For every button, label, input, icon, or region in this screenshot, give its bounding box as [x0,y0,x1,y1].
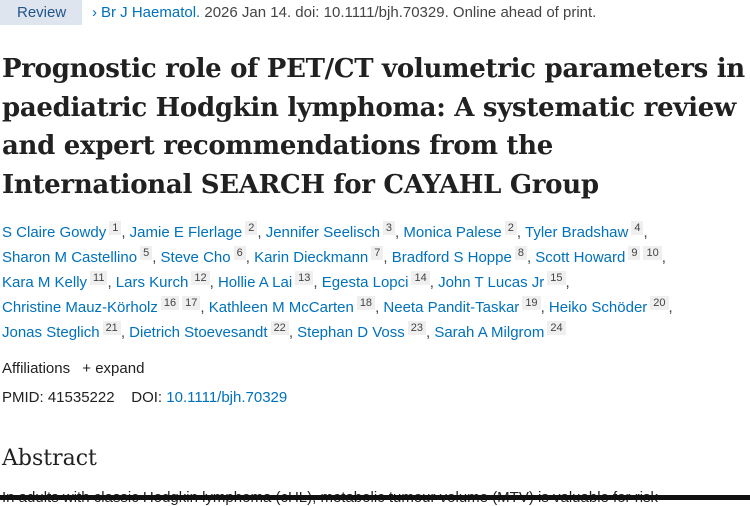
affiliation-ref[interactable]: 3 [382,221,396,235]
pmid-label: PMID: [2,389,44,406]
author-link[interactable]: John T Lucas Jr [438,274,545,291]
author-link[interactable]: Steve Cho [160,249,231,266]
separator: , [209,274,218,291]
author-link[interactable]: Stephan D Voss [297,324,405,341]
citation: › Br J Haematol. 2026 Jan 14. doi: 10.111… [92,4,596,21]
affiliation-ref[interactable]: 7 [371,246,384,260]
article-title: Prognostic role of PET/CT volumetric par… [2,54,745,200]
author-link[interactable]: Jamie E Flerlage [129,224,243,241]
author-link[interactable]: Scott Howard [535,249,626,266]
affiliation-ref[interactable]: 2 [245,221,258,235]
separator: , [257,224,266,241]
author-link[interactable]: Kathleen M McCarten [208,299,354,316]
affiliation-ref[interactable]: 4 [631,221,644,235]
affiliations-row: Affiliations + expand [2,360,144,377]
expand-affiliations-button[interactable]: + expand [82,360,144,377]
author-line: S Claire Gowdy 1, Jamie E Flerlage 2, Jenn… [2,220,673,245]
affiliation-ref[interactable]: 2 [504,221,517,235]
abstract-heading: Abstract [2,446,97,471]
author-line: Christine Mauz-Körholz 16 17, Kathleen M M… [2,295,673,320]
affiliation-ref[interactable]: 14 [411,271,430,285]
affiliation-ref[interactable]: 22 [270,321,289,335]
author-link[interactable]: Heiko Schöder [548,299,648,316]
separator: , [107,274,116,291]
author-link[interactable]: Monica Palese [403,224,502,241]
separator: , [540,299,549,316]
separator: , [565,274,570,291]
review-badge: Review [0,0,82,25]
plus-icon: + [82,360,92,377]
header-row: Review › Br J Haematol. 2026 Jan 14. doi:… [0,0,596,25]
separator: , [425,324,435,341]
affiliation-ref[interactable]: 6 [233,246,246,260]
separator: , [526,249,536,266]
separator: , [375,299,384,316]
affiliation-ref[interactable]: 16 [160,296,180,310]
bottom-bar [0,495,750,500]
affiliations-label: Affiliations [2,360,71,377]
affiliation-ref[interactable]: 10 [643,246,662,260]
author-line: Kara M Kelly 11, Lars Kurch 12, Hollie A L… [2,270,673,295]
author-link[interactable]: Sharon M Castellino [2,249,138,266]
separator: , [668,299,673,316]
separator: , [288,324,298,341]
affiliation-ref[interactable]: 15 [547,271,566,285]
author-link[interactable]: Jennifer Seelisch [265,224,380,241]
separator: , [516,224,525,241]
affiliation-ref[interactable]: 8 [514,246,527,260]
author-link[interactable]: Karin Dieckmann [254,249,369,266]
author-link[interactable]: Jonas Steglich [2,324,100,341]
author-link[interactable]: S Claire Gowdy [2,224,107,241]
pmid-value: 41535222 [47,389,115,406]
separator: , [152,249,161,266]
affiliation-ref[interactable]: 5 [140,246,153,260]
author-link[interactable]: Christine Mauz-Körholz [2,299,158,316]
affiliation-ref[interactable]: 19 [522,296,541,310]
author-link[interactable]: Egesta Lopci [321,274,409,291]
affiliation-ref[interactable]: 17 [182,296,201,310]
separator: , [383,249,392,266]
journal-link[interactable]: Br J Haematol. [101,4,201,21]
affiliation-ref[interactable]: 13 [295,271,314,285]
expand-label: expand [95,360,145,377]
separator: , [661,249,666,266]
author-link[interactable]: Tyler Bradshaw [524,224,629,241]
separator: , [200,299,209,316]
citation-details: 2026 Jan 14. doi: 10.1111/bjh.70329. Onl… [200,4,597,21]
affiliation-ref[interactable]: 23 [407,321,426,335]
affiliation-ref[interactable]: 11 [90,271,108,285]
identifiers: PMID: 41535222 DOI: 10.1111/bjh.70329 [2,389,287,406]
affiliation-ref[interactable]: 20 [650,296,669,310]
separator: , [120,324,130,341]
affiliation-ref[interactable]: 1 [109,221,122,235]
separator: , [313,274,322,291]
separator: , [245,249,255,266]
author-line: Sharon M Castellino 5, Steve Cho 6, Karin … [2,245,673,270]
author-link[interactable]: Neeta Pandit-Taskar [383,299,520,316]
chevron-right-icon[interactable]: › [92,4,97,21]
doi-label: DOI: [131,389,163,406]
separator: , [643,224,648,241]
author-link[interactable]: Dietrich Stoevesandt [129,324,268,341]
separator: , [395,224,404,241]
affiliation-ref[interactable]: 24 [547,321,566,335]
affiliation-ref[interactable]: 21 [102,321,121,335]
separator: , [429,274,439,291]
affiliation-ref[interactable]: 18 [356,296,376,310]
author-link[interactable]: Bradford S Hoppe [391,249,512,266]
affiliation-ref[interactable]: 9 [628,246,641,260]
doi-link[interactable]: 10.1111/bjh.70329 [166,389,288,406]
separator: , [121,224,130,241]
author-link[interactable]: Lars Kurch [115,274,189,291]
author-line: Jonas Steglich 21, Dietrich Stoevesandt 22… [2,320,673,345]
author-link[interactable]: Hollie A Lai [217,274,293,291]
author-list: S Claire Gowdy 1, Jamie E Flerlage 2, Jenn… [2,220,673,345]
author-link[interactable]: Kara M Kelly [2,274,88,291]
author-link[interactable]: Sarah A Milgrom [434,324,545,341]
affiliation-ref[interactable]: 12 [191,271,210,285]
